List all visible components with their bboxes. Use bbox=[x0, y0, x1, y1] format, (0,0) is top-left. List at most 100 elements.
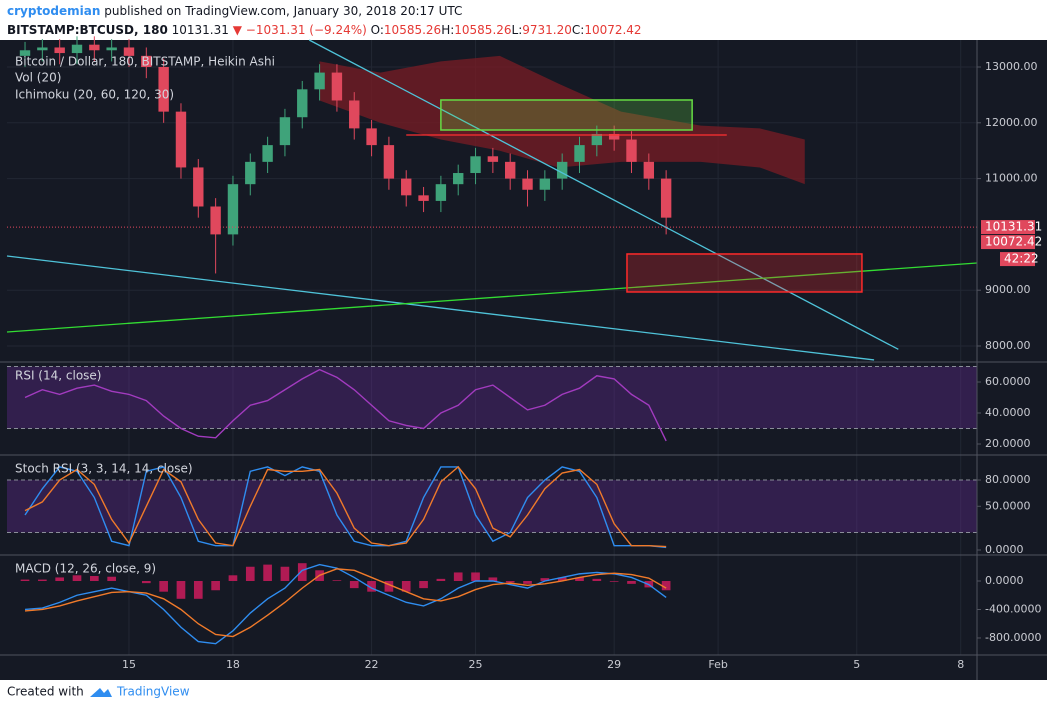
histogram-bar bbox=[332, 580, 342, 581]
histogram-bar bbox=[89, 576, 99, 581]
panel-title: MACD (12, 26, close, 9) bbox=[15, 562, 156, 576]
candle-body bbox=[591, 133, 603, 146]
candle-body bbox=[106, 47, 117, 51]
candle-body bbox=[556, 161, 568, 179]
published: published on TradingView.com, January 30… bbox=[104, 4, 462, 18]
candle-body bbox=[262, 145, 273, 162]
trend-line bbox=[6, 255, 875, 361]
ichimoku-cloud bbox=[319, 55, 805, 185]
y-tick-label: 0.0000 bbox=[985, 543, 1024, 556]
price-label-box bbox=[1000, 252, 1035, 267]
x-tick-label: 29 bbox=[607, 658, 621, 671]
candle-body bbox=[19, 50, 31, 56]
candle-body bbox=[297, 89, 308, 118]
author[interactable]: cryptodemian bbox=[7, 4, 100, 18]
histogram-bar bbox=[228, 575, 238, 581]
footer-background bbox=[0, 680, 1047, 710]
trend-line bbox=[6, 262, 978, 333]
candle-body bbox=[193, 167, 204, 207]
candle-body bbox=[227, 184, 239, 235]
panel-title: Stoch RSI (3, 3, 14, 14, close) bbox=[15, 462, 193, 476]
histogram-bar bbox=[193, 580, 203, 599]
candle-body bbox=[123, 47, 135, 56]
y-tick-label: 11000.00 bbox=[985, 172, 1038, 185]
y-tick-label: 13000.00 bbox=[985, 60, 1038, 73]
histogram-bar bbox=[297, 563, 307, 581]
last: 10131.31 bbox=[172, 23, 229, 37]
histogram-bar bbox=[384, 580, 394, 592]
histogram-bar bbox=[38, 579, 47, 581]
y-tick-label: 9000.00 bbox=[985, 283, 1031, 296]
histogram-bar bbox=[557, 577, 567, 581]
candle-body bbox=[349, 100, 360, 129]
histogram-bar bbox=[575, 577, 584, 581]
ohlc-value: 10585.26 bbox=[384, 23, 441, 37]
ohlc-key: C: bbox=[572, 23, 584, 37]
down-arrow: ▼ bbox=[233, 23, 243, 37]
candle-body bbox=[626, 139, 637, 162]
histogram-bar bbox=[627, 580, 636, 584]
price-label: 10072.42 bbox=[985, 235, 1042, 249]
candle-body bbox=[470, 156, 481, 174]
legend-entry: Ichimoku (20, 60, 120, 30) bbox=[15, 88, 174, 102]
y-tick-label: 80.0000 bbox=[985, 473, 1031, 486]
candle-body bbox=[435, 184, 447, 201]
histogram-bar bbox=[159, 580, 168, 592]
ohlc-key: O: bbox=[371, 23, 384, 37]
x-tick-label: 18 bbox=[226, 658, 240, 671]
y-tick-label: 0.0000 bbox=[985, 574, 1024, 587]
histogram-bar bbox=[141, 580, 151, 584]
candle-body bbox=[660, 178, 672, 218]
price-label-box bbox=[981, 220, 1035, 235]
histogram-bar bbox=[471, 572, 480, 581]
candle-body bbox=[210, 206, 221, 235]
candle-body bbox=[158, 67, 169, 112]
candle-body bbox=[418, 195, 429, 201]
candle-body bbox=[522, 178, 533, 190]
candle-body bbox=[37, 47, 48, 51]
candle-body bbox=[175, 111, 187, 168]
candle-body bbox=[453, 173, 464, 185]
y-tick-label: 50.0000 bbox=[985, 499, 1031, 512]
indicator-line bbox=[24, 465, 667, 548]
histogram-bar bbox=[609, 580, 619, 582]
histogram-bar bbox=[505, 580, 515, 583]
histogram-bar bbox=[107, 576, 116, 581]
histogram-bar bbox=[419, 580, 428, 589]
candle-body bbox=[245, 161, 256, 185]
candle-body bbox=[539, 178, 551, 190]
histogram-bar bbox=[263, 564, 272, 581]
legend-entry: Vol (20) bbox=[15, 71, 61, 85]
histogram-bar bbox=[367, 580, 376, 592]
price-label: 10131.31 bbox=[985, 220, 1042, 234]
histogram-bar bbox=[349, 580, 359, 589]
ohlc-value: 9731.20 bbox=[522, 23, 572, 37]
histogram-bar bbox=[436, 578, 446, 581]
y-tick-label: -400.0000 bbox=[985, 602, 1041, 615]
header-line-1: cryptodemian published on TradingView.co… bbox=[7, 4, 462, 18]
histogram-bar bbox=[55, 577, 65, 581]
ohlc-value: 10072.42 bbox=[584, 23, 641, 37]
zone-rect bbox=[440, 99, 693, 131]
candle-body bbox=[331, 72, 343, 101]
candle-body bbox=[279, 117, 291, 146]
y-tick-label: 8000.00 bbox=[985, 339, 1031, 352]
y-tick-label: 12000.00 bbox=[985, 116, 1038, 129]
candle-body bbox=[141, 55, 152, 68]
histogram-bar bbox=[72, 575, 82, 581]
histogram-bar bbox=[661, 580, 671, 591]
x-tick-label: 8 bbox=[957, 658, 964, 671]
y-tick-label: 20.0000 bbox=[985, 437, 1031, 450]
histogram-bar bbox=[453, 572, 463, 581]
footer-created: Created with bbox=[7, 685, 84, 699]
indicator-line bbox=[24, 368, 667, 442]
band bbox=[7, 480, 977, 533]
band bbox=[7, 366, 977, 429]
x-tick-label: Feb bbox=[708, 658, 727, 671]
candle-body bbox=[574, 145, 585, 162]
histogram-bar bbox=[401, 580, 411, 592]
footer-brand[interactable]: TradingView bbox=[116, 685, 190, 699]
histogram-bar bbox=[488, 577, 498, 581]
candle-body bbox=[54, 47, 65, 54]
legend-entry: Bitcoin / Dollar, 180, BITSTAMP, Heikin … bbox=[15, 55, 275, 69]
